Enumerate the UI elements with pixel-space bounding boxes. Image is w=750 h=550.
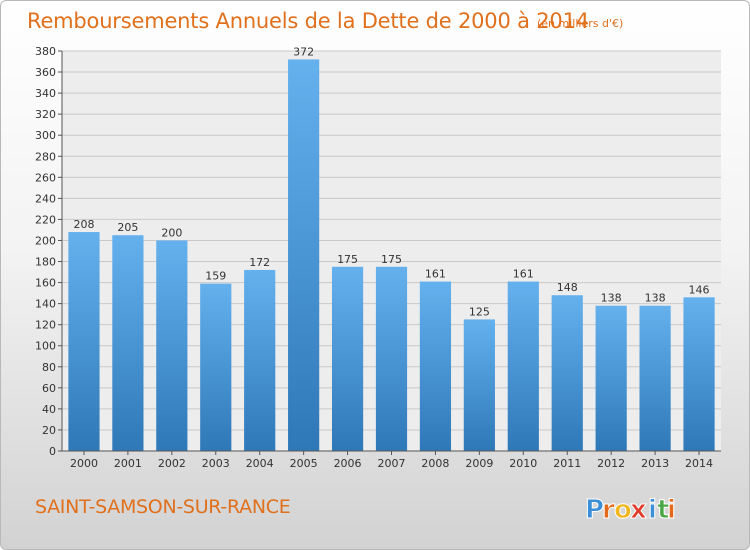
y-tick-label: 100 bbox=[35, 340, 56, 353]
x-tick-label: 2007 bbox=[378, 457, 406, 470]
bar bbox=[595, 305, 627, 451]
bar-value-label: 138 bbox=[645, 292, 666, 305]
x-tick-label: 2000 bbox=[70, 457, 98, 470]
y-tick-label: 300 bbox=[35, 129, 56, 142]
x-tick-label: 2009 bbox=[465, 457, 493, 470]
bar bbox=[68, 232, 100, 451]
x-tick-label: 2003 bbox=[202, 457, 230, 470]
bar-value-label: 159 bbox=[205, 270, 226, 283]
logo-letter: P bbox=[585, 495, 604, 525]
bar bbox=[507, 281, 539, 451]
bar bbox=[331, 266, 364, 451]
plot-area: 0 20 40 60 80 100 120 140 160 180 200 220 240 260 280 3… bbox=[35, 45, 721, 470]
chart-subtitle: (en milliers d'€) bbox=[537, 17, 624, 30]
bar-value-label: 125 bbox=[469, 305, 490, 318]
y-tick-label: 220 bbox=[35, 213, 56, 226]
y-tick-label: 340 bbox=[35, 87, 56, 100]
bar-value-label: 146 bbox=[689, 283, 710, 296]
bar bbox=[419, 281, 452, 451]
y-tick-label: 260 bbox=[35, 171, 56, 184]
logo-letter: r bbox=[602, 495, 615, 525]
x-tick-label: 2004 bbox=[246, 457, 274, 470]
y-tick-label: 180 bbox=[35, 256, 56, 269]
y-tick-label: 320 bbox=[35, 108, 56, 121]
y-tick-label: 40 bbox=[42, 403, 56, 416]
commune-name: SAINT-SAMSON-SUR-RANCE bbox=[35, 496, 291, 518]
y-tick-label: 360 bbox=[35, 66, 56, 79]
bar-value-label: 138 bbox=[601, 292, 622, 305]
y-tick-label: 80 bbox=[42, 361, 56, 374]
x-tick-label: 2012 bbox=[597, 457, 625, 470]
y-tick-label: 200 bbox=[35, 234, 56, 247]
bar bbox=[683, 297, 715, 451]
x-tick-label: 2002 bbox=[158, 457, 186, 470]
y-tick-label: 160 bbox=[35, 277, 56, 290]
y-tick-label: 140 bbox=[35, 298, 56, 311]
x-tick-label: 2001 bbox=[114, 457, 142, 470]
bar-value-label: 200 bbox=[161, 226, 182, 239]
y-tick-label: 20 bbox=[42, 424, 56, 437]
bar bbox=[112, 235, 144, 451]
y-tick-label: 120 bbox=[35, 319, 56, 332]
x-tick-label: 2008 bbox=[421, 457, 449, 470]
bar-value-label: 161 bbox=[425, 268, 446, 281]
x-tick-label: 2005 bbox=[290, 457, 318, 470]
proxiti-logo: Pr ox i ti bbox=[585, 495, 677, 526]
y-tick-label: 280 bbox=[35, 150, 56, 163]
bar-value-label: 208 bbox=[73, 218, 94, 231]
bar-value-label: 172 bbox=[249, 256, 270, 269]
y-tick-label: 60 bbox=[42, 382, 56, 395]
bar bbox=[288, 59, 320, 451]
bar bbox=[200, 283, 232, 451]
x-tick-label: 2010 bbox=[509, 457, 537, 470]
logo-letter: i bbox=[648, 495, 657, 525]
logo-letter: x bbox=[630, 495, 647, 525]
bar bbox=[639, 305, 671, 451]
x-tick-label: 2014 bbox=[685, 457, 713, 470]
y-tick-label: 240 bbox=[35, 192, 56, 205]
bar-value-label: 175 bbox=[381, 253, 402, 266]
bar bbox=[463, 319, 495, 451]
y-tick-label: 380 bbox=[35, 45, 56, 58]
x-tick-label: 2013 bbox=[641, 457, 669, 470]
logo-letter: i bbox=[667, 495, 676, 525]
logo-letter: t bbox=[657, 495, 669, 525]
bar-value-label: 205 bbox=[117, 221, 138, 234]
chart-title: Remboursements Annuels de la Dette de 20… bbox=[27, 9, 589, 33]
bar-value-label: 161 bbox=[513, 268, 534, 281]
bar bbox=[156, 240, 188, 451]
y-tick-label: 0 bbox=[49, 445, 56, 458]
bar-value-label: 175 bbox=[337, 253, 358, 266]
bar bbox=[551, 295, 583, 451]
x-tick-label: 2006 bbox=[334, 457, 362, 470]
bar bbox=[375, 266, 408, 451]
x-tick-label: 2011 bbox=[553, 457, 581, 470]
bar bbox=[244, 269, 276, 451]
bar-value-label: 372 bbox=[293, 45, 314, 58]
logo-letter: o bbox=[614, 495, 632, 525]
bar-value-label: 148 bbox=[557, 281, 578, 294]
